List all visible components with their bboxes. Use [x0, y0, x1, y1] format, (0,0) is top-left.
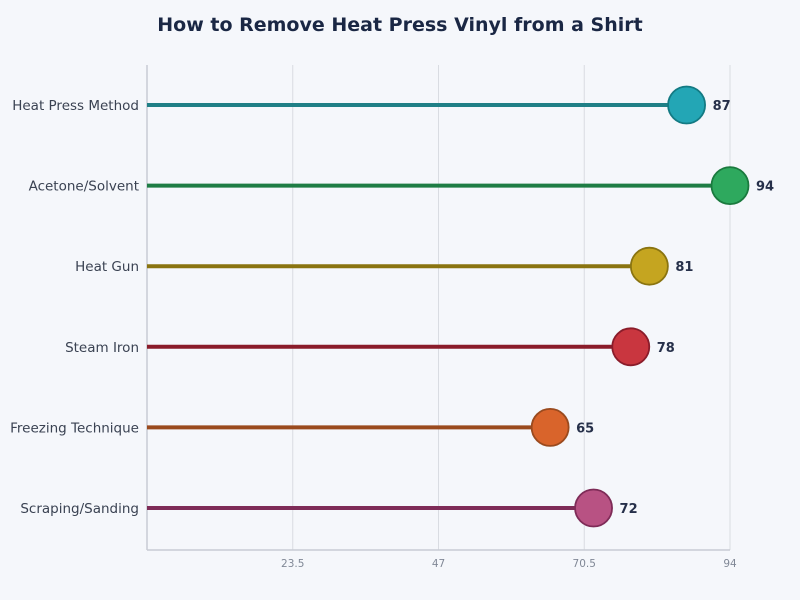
x-tick-label: 23.5 [281, 558, 304, 570]
value-label: 72 [620, 502, 638, 517]
value-label: 87 [713, 99, 731, 114]
category-label: Scraping/Sanding [20, 501, 139, 517]
lollipop-dot [629, 246, 669, 286]
category-label: Acetone/Solvent [29, 179, 139, 195]
value-label: 65 [576, 421, 594, 436]
value-label: 81 [675, 260, 693, 275]
x-tick-label: 94 [723, 558, 737, 570]
category-label: Steam Iron [65, 340, 139, 356]
x-tick-label: 70.5 [573, 558, 596, 570]
lollipop-dot [710, 166, 750, 206]
lollipop-dot [530, 407, 570, 447]
value-label: 78 [657, 341, 675, 356]
category-label: Heat Gun [75, 259, 139, 275]
category-label: Freezing Technique [10, 420, 139, 436]
x-tick-label: 47 [432, 558, 445, 570]
lollipop-dot [611, 327, 651, 367]
chart-title: How to Remove Heat Press Vinyl from a Sh… [157, 14, 643, 36]
value-label: 94 [756, 180, 774, 195]
lollipop-dot [574, 488, 613, 528]
category-label: Heat Press Method [12, 98, 139, 114]
lollipop-dot [667, 85, 706, 125]
